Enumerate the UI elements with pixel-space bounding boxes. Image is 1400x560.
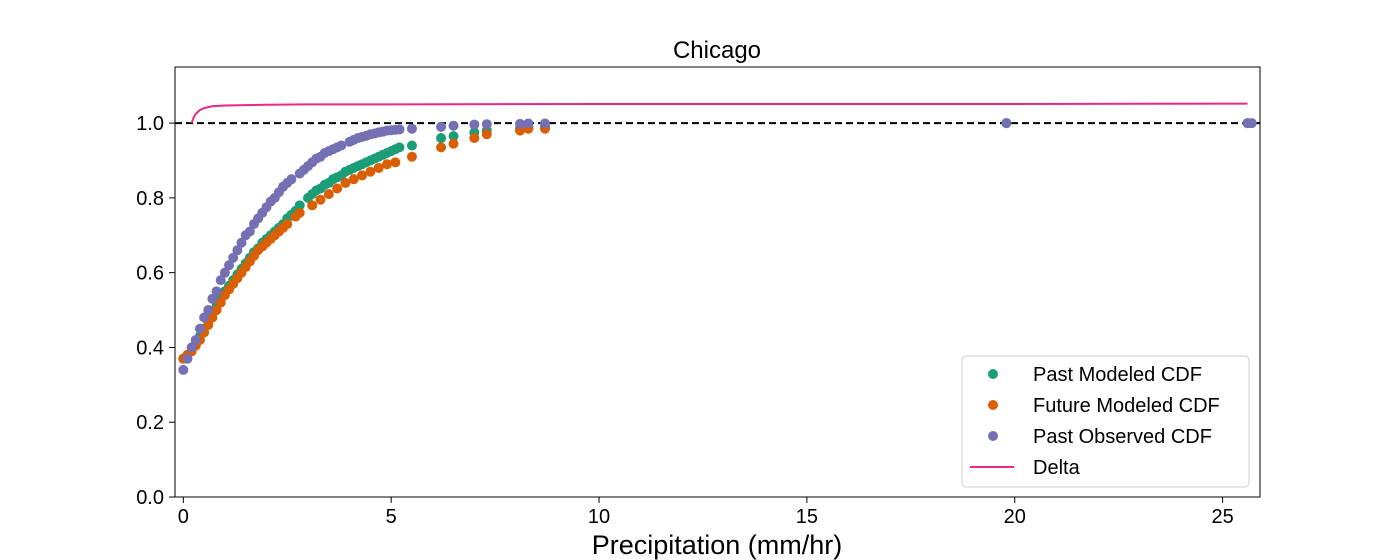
x-tick-label: 10 <box>588 506 610 528</box>
data-point <box>211 286 222 297</box>
data-point <box>332 183 343 194</box>
data-point <box>294 207 305 218</box>
data-point <box>448 131 459 142</box>
legend-label: Past Modeled CDF <box>1033 364 1202 386</box>
series-2 <box>178 118 1257 375</box>
data-point <box>190 334 201 345</box>
y-tick-label: 0.0 <box>136 487 164 509</box>
data-point <box>436 121 447 132</box>
data-point <box>203 320 214 330</box>
y-tick-label: 0.4 <box>136 337 164 359</box>
delta-line <box>190 102 1248 124</box>
data-point <box>539 118 550 129</box>
data-point <box>394 142 405 153</box>
data-point <box>307 200 318 211</box>
data-point <box>224 260 235 271</box>
data-point <box>215 297 226 308</box>
data-point <box>178 364 189 375</box>
data-point <box>207 312 218 323</box>
plot-frame <box>174 66 1261 498</box>
plot-area <box>175 102 1260 375</box>
data-point <box>357 170 368 181</box>
data-point <box>515 118 526 129</box>
data-point <box>336 140 347 151</box>
data-point <box>207 293 218 304</box>
data-point <box>219 267 230 278</box>
legend-label: Delta <box>1033 457 1081 479</box>
legend-box <box>961 355 1250 488</box>
data-point <box>365 166 376 177</box>
x-tick-label: 5 <box>386 506 397 528</box>
data-point <box>406 123 417 134</box>
axes: 0 5 10 15 20 25 0.0 0.2 0.4 0.6 0.8 1.0 <box>136 113 1234 528</box>
series-0 <box>178 118 1253 364</box>
y-tick-label: 1.0 <box>136 113 164 135</box>
series-3 <box>190 102 1248 124</box>
x-tick-label: 0 <box>178 506 189 528</box>
data-point <box>211 305 222 316</box>
legend-marker <box>988 431 998 441</box>
data-point <box>323 189 334 200</box>
data-point <box>194 323 205 334</box>
data-point <box>236 237 247 248</box>
data-point <box>244 226 255 237</box>
x-tick-label: 25 <box>1211 506 1233 528</box>
data-point <box>340 177 351 188</box>
data-point <box>232 245 243 256</box>
data-point <box>469 133 480 144</box>
data-point <box>186 342 197 353</box>
data-point <box>215 275 226 286</box>
data-point <box>315 194 326 205</box>
data-point <box>282 219 293 230</box>
y-tick-label: 0.6 <box>136 263 164 285</box>
data-point <box>348 174 359 185</box>
data-point <box>286 174 297 185</box>
y-tick-label: 0.2 <box>136 412 164 434</box>
y-tick-label: 0.8 <box>136 188 164 210</box>
data-point <box>1246 118 1257 129</box>
data-point <box>294 200 305 211</box>
legend-marker <box>988 400 998 410</box>
data-point <box>1001 118 1012 129</box>
data-point <box>203 305 214 316</box>
data-point <box>481 129 492 140</box>
chart-title: Chicago <box>673 37 761 64</box>
data-point <box>523 118 534 129</box>
x-axis-label: Precipitation (mm/hr) <box>592 530 843 560</box>
data-point <box>373 162 384 173</box>
x-tick-label: 20 <box>1004 506 1026 528</box>
data-point <box>469 119 480 130</box>
data-point <box>436 133 447 144</box>
data-point <box>406 151 417 162</box>
x-tick-label: 15 <box>796 506 818 528</box>
data-point <box>382 159 393 170</box>
legend-label: Past Observed CDF <box>1033 426 1212 448</box>
data-point <box>394 124 405 135</box>
data-point <box>436 142 447 153</box>
data-point <box>182 353 193 364</box>
legend: Past Modeled CDF Future Modeled CDF Past O… <box>961 355 1250 488</box>
legend-marker <box>988 369 998 379</box>
data-point <box>199 312 210 323</box>
data-point <box>448 120 459 131</box>
data-point <box>448 138 459 149</box>
legend-label: Future Modeled CDF <box>1033 395 1220 417</box>
data-point <box>481 119 492 130</box>
data-point <box>406 140 417 151</box>
data-point <box>228 252 239 263</box>
data-point <box>390 157 401 168</box>
